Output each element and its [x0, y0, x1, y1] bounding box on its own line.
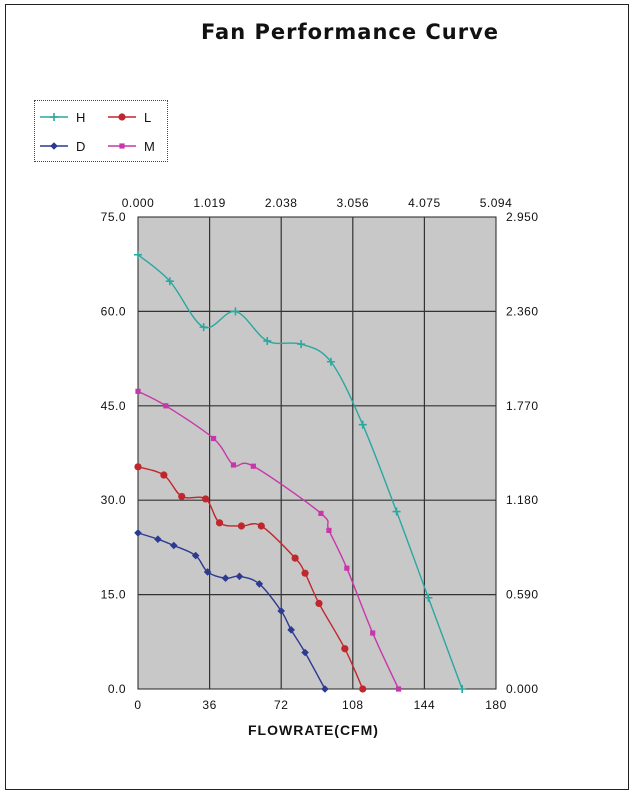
data-point-l [341, 645, 349, 653]
x-tick-label: 144 [414, 698, 436, 712]
y-tick-label: 45.0 [101, 399, 126, 413]
data-point-h [165, 277, 174, 286]
y-tick-label: 15.0 [101, 588, 126, 602]
legend-marker-h [50, 113, 58, 121]
data-point-h [134, 250, 142, 259]
legend-label-d: D [76, 139, 86, 154]
legend-box [34, 100, 168, 162]
data-point-h [392, 507, 401, 516]
x-tick-label: 72 [274, 698, 288, 712]
top-axis-tick-label: 2.038 [265, 196, 298, 210]
y-tick-label: 75.0 [101, 210, 126, 224]
data-point-d [170, 541, 178, 550]
data-point-m [210, 435, 217, 442]
data-point-m [370, 630, 376, 636]
right-axis-tick-label: 0.000 [506, 682, 539, 696]
data-point-d [301, 648, 309, 657]
data-point-l [160, 471, 168, 479]
legend-marker-d [50, 142, 58, 150]
data-point-d [255, 580, 264, 588]
x-axis-label: FLOWRATE(CFM) [248, 722, 379, 738]
data-point-l [257, 522, 265, 530]
x-tick-label: 108 [342, 698, 364, 712]
data-point-h [458, 685, 467, 693]
legend-marker-m [119, 143, 125, 149]
right-axis-tick-label: 0.590 [506, 588, 539, 602]
data-point-d [277, 607, 285, 615]
data-point-d [154, 535, 162, 544]
data-point-l [237, 522, 246, 530]
y-tick-label: 60.0 [101, 304, 126, 318]
x-tick-label: 180 [485, 698, 507, 712]
data-point-l [178, 492, 186, 501]
top-axis-tick-label: 3.056 [337, 196, 370, 210]
data-point-l [315, 599, 323, 608]
data-point-l [301, 569, 309, 577]
right-axis-tick-label: 2.950 [506, 210, 539, 224]
data-point-l [134, 463, 142, 471]
data-point-l [215, 519, 224, 527]
top-axis-tick-label: 0.000 [122, 196, 155, 210]
data-point-h [326, 357, 335, 366]
data-point-m [163, 403, 169, 409]
data-point-h [263, 336, 272, 345]
x-tick-label: 0 [134, 698, 141, 712]
data-point-m [250, 463, 256, 469]
data-point-l [202, 495, 210, 503]
data-point-m [135, 388, 141, 394]
legend-label-h: H [76, 110, 86, 125]
data-point-h [358, 420, 367, 429]
data-point-d [321, 685, 329, 693]
data-point-h [297, 340, 306, 349]
data-point-l [291, 554, 299, 562]
data-point-d [235, 572, 244, 581]
y-tick-label: 0.0 [108, 682, 126, 696]
legend-label-l: L [144, 110, 152, 125]
right-axis-tick-label: 1.770 [506, 399, 539, 413]
data-point-d [287, 626, 295, 634]
data-point-l [359, 685, 367, 693]
legend-marker-l [118, 113, 126, 121]
data-point-m [395, 686, 402, 692]
series-line-h [137, 254, 463, 690]
data-point-d [203, 568, 212, 576]
data-point-m [230, 462, 237, 468]
series-line-m [137, 390, 400, 690]
right-axis-tick-label: 1.180 [506, 493, 539, 507]
top-axis-tick-label: 5.094 [480, 196, 513, 210]
chart-frame [5, 4, 629, 790]
data-point-m [326, 527, 332, 534]
data-point-h [199, 323, 208, 332]
chart-title: Fan Performance Curve [200, 20, 500, 44]
top-axis-tick-label: 4.075 [408, 196, 441, 210]
data-point-m [344, 565, 350, 571]
data-point-m [318, 510, 324, 517]
data-point-d [191, 551, 200, 560]
right-axis-tick-label: 2.360 [506, 304, 539, 318]
data-point-h [231, 307, 240, 316]
y-tick-label: 30.0 [101, 493, 126, 507]
data-point-h [424, 593, 433, 602]
data-point-d [221, 574, 230, 583]
x-tick-label: 36 [202, 698, 216, 712]
data-point-d [134, 529, 142, 537]
legend-label-m: M [144, 139, 155, 154]
top-axis-tick-label: 1.019 [193, 196, 226, 210]
plot-area [137, 216, 497, 690]
